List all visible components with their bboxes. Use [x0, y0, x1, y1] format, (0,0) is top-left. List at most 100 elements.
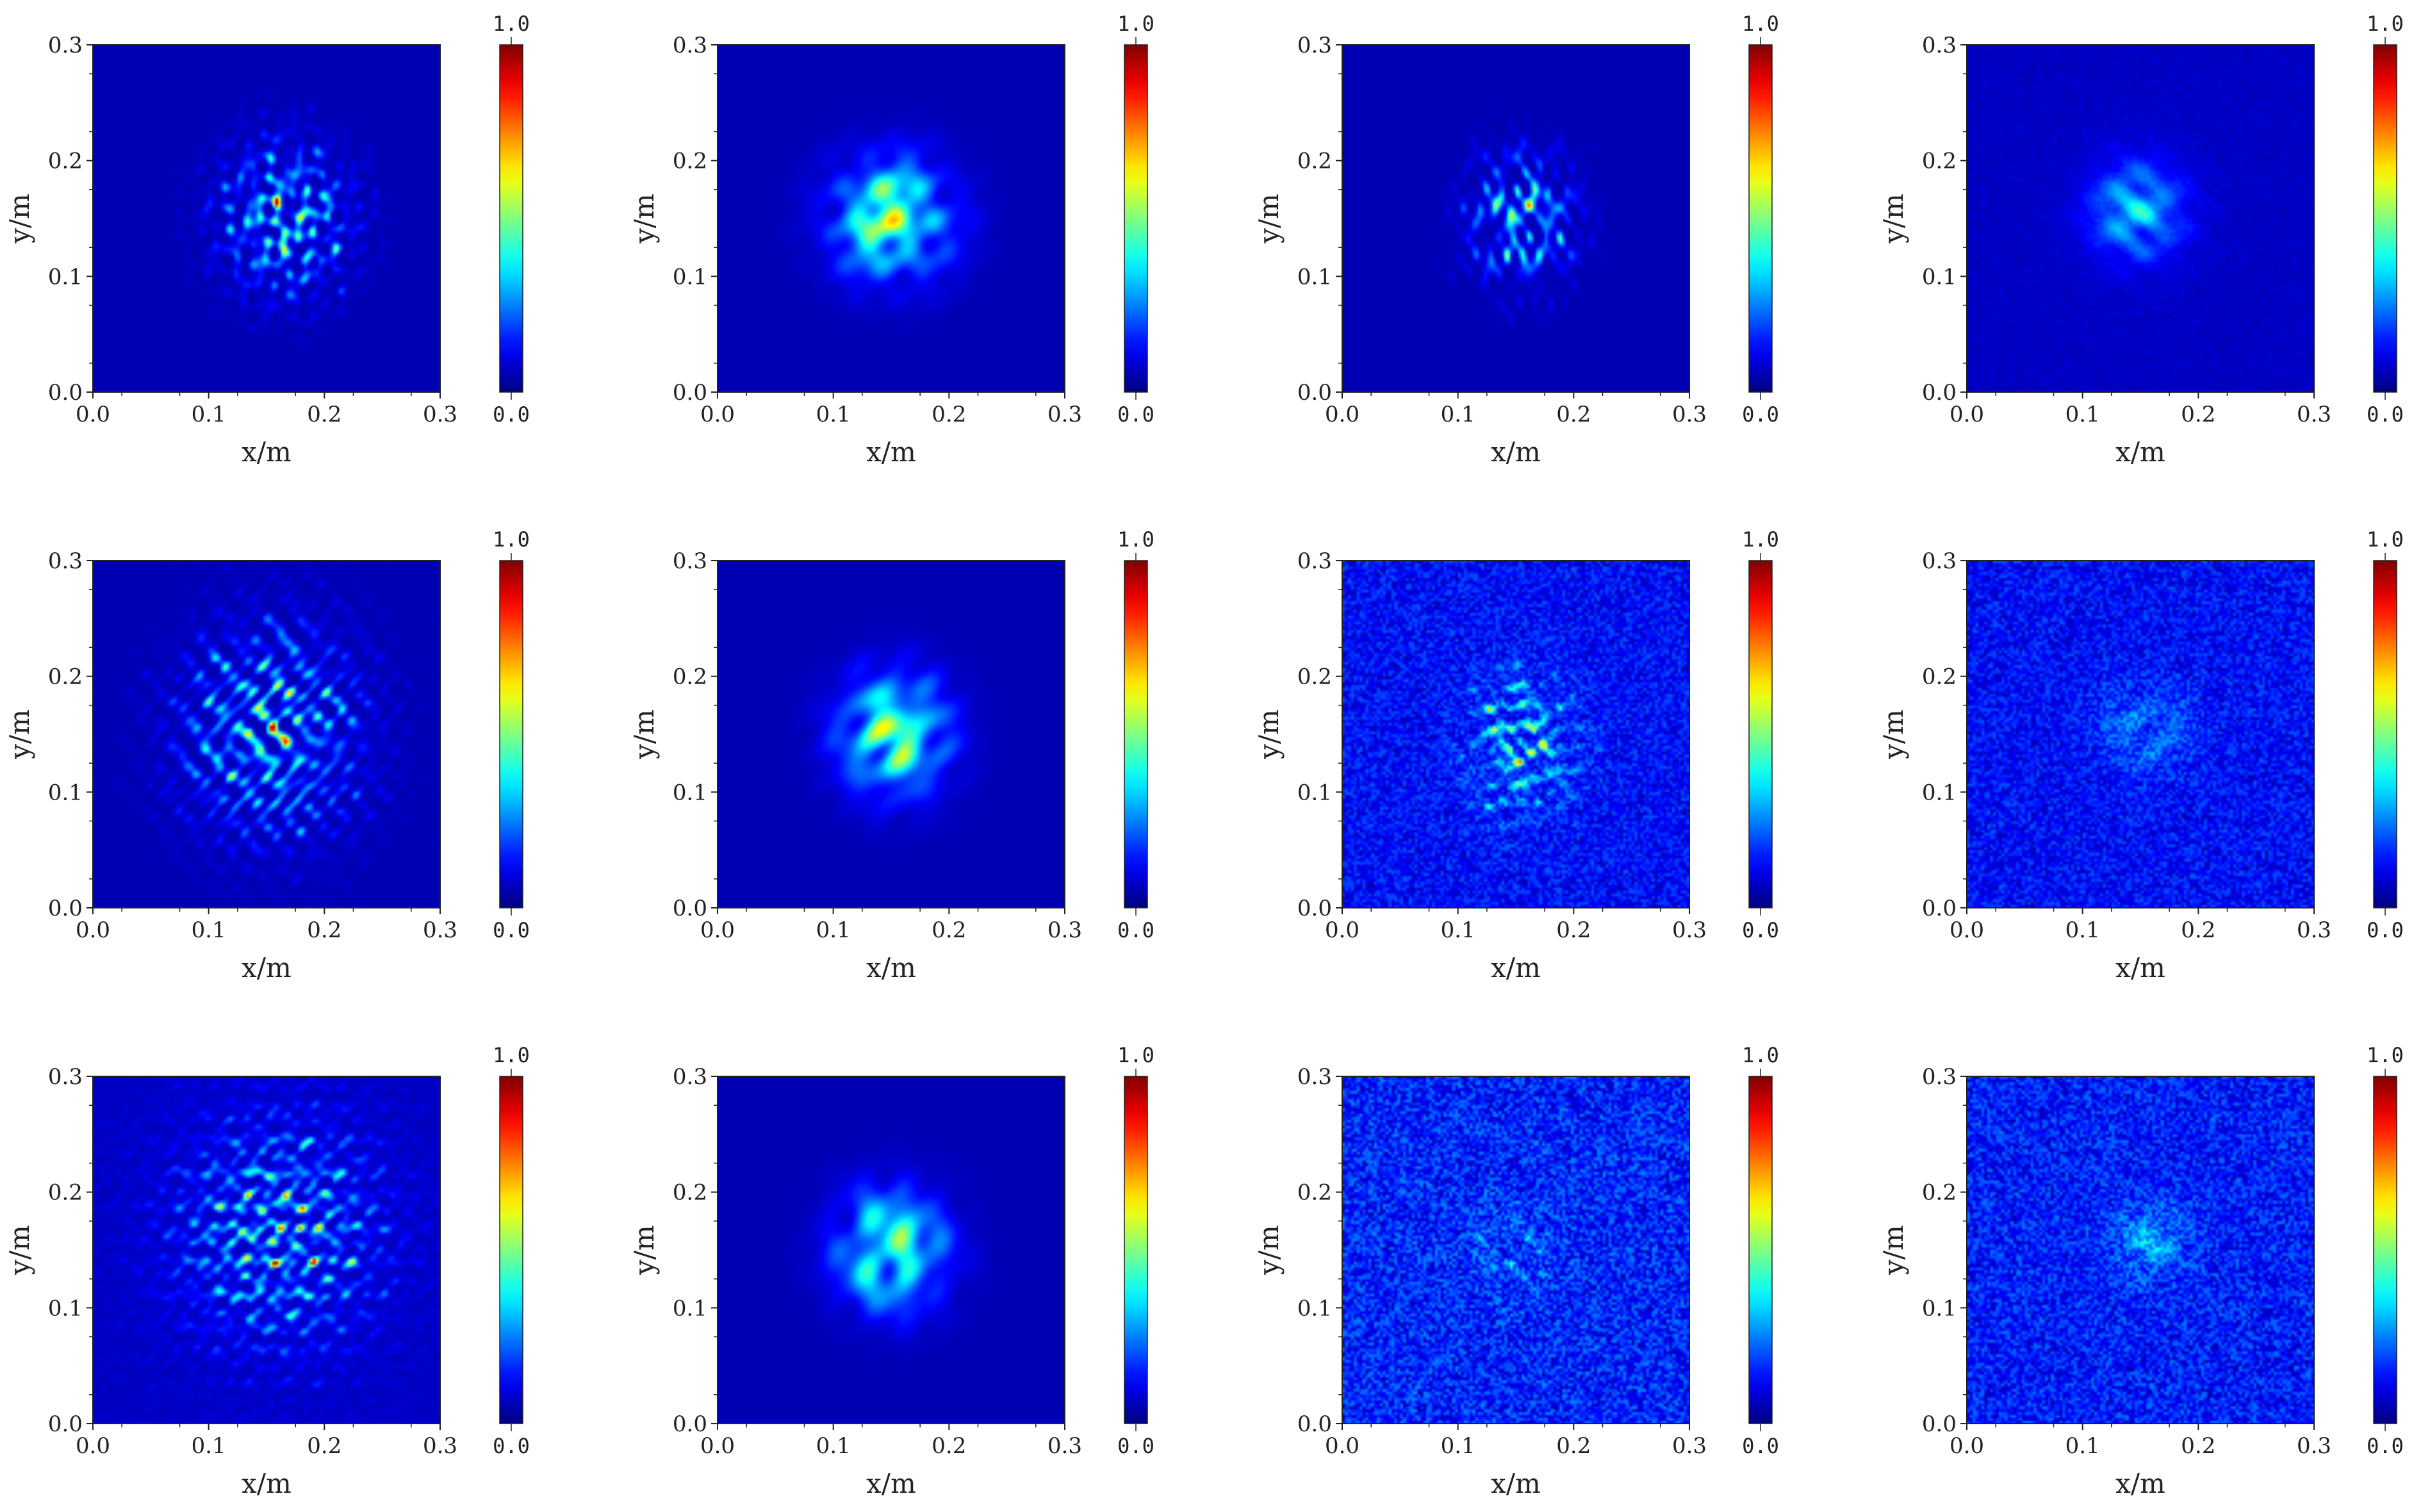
heatmap-image — [1342, 45, 1689, 392]
panel-r1c4: 0.0 0.1 0.2 0.3 0.0 0.1 0.2 0.3 x/m y/m 1.0 0.0 — [1878, 12, 2404, 468]
y-axis-label: y/m — [1253, 709, 1285, 760]
colorbar-max-label: 1.0 — [1742, 1043, 1779, 1067]
x-tick-label: 0.3 — [1672, 402, 1707, 427]
colorbar — [1748, 1076, 1773, 1424]
heatmap-image — [93, 45, 440, 392]
plot-frame — [717, 44, 1065, 393]
y-axis-label: y/m — [1878, 709, 1909, 760]
heatmap-image — [1342, 1076, 1689, 1424]
x-tick-label: 0.3 — [2297, 1433, 2331, 1459]
x-axis-label: x/m — [242, 952, 291, 983]
x-tick-label: 0.1 — [2065, 917, 2100, 943]
y-axis-label: y/m — [1253, 193, 1285, 244]
x-tick-label: 0.1 — [2065, 1433, 2100, 1459]
x-tick-label: 0.2 — [1556, 1433, 1591, 1459]
y-tick-label: 0.0 — [48, 380, 83, 406]
heatmap-image — [1342, 561, 1689, 908]
y-tick-label: 0.1 — [1297, 780, 1332, 805]
x-tick-label: 0.1 — [816, 1433, 851, 1459]
y-tick-label: 0.0 — [1297, 896, 1332, 921]
y-tick-label: 0.2 — [673, 664, 707, 690]
colorbar-min-label: 0.0 — [1117, 402, 1154, 427]
colorbar-max-label: 1.0 — [1117, 1043, 1154, 1067]
x-axis-label: x/m — [866, 952, 916, 983]
y-axis-label: y/m — [1878, 193, 1909, 244]
x-tick-label: 0.0 — [1325, 917, 1359, 943]
y-tick-label: 0.0 — [673, 380, 707, 406]
heatmap-image — [93, 561, 440, 908]
colorbar-min-label: 0.0 — [493, 918, 530, 942]
y-tick-label: 0.2 — [673, 1180, 707, 1206]
y-tick-label: 0.3 — [1297, 548, 1332, 574]
y-tick-label: 0.1 — [1922, 780, 1957, 805]
plot-frame — [1342, 44, 1690, 393]
y-tick-label: 0.3 — [1297, 1064, 1332, 1090]
x-tick-label: 0.2 — [2181, 917, 2215, 943]
y-tick-label: 0.0 — [1922, 380, 1957, 406]
x-tick-label: 0.1 — [1441, 402, 1475, 427]
heatmap-image — [718, 561, 1065, 908]
x-tick-label: 0.1 — [2065, 402, 2100, 427]
colorbar — [1124, 44, 1148, 393]
x-tick-label: 0.2 — [932, 917, 966, 943]
colorbar-max-label: 1.0 — [1742, 12, 1779, 36]
colorbar — [2373, 560, 2397, 908]
y-tick-label: 0.1 — [48, 1295, 83, 1321]
x-tick-label: 0.0 — [76, 1433, 110, 1459]
colorbar-max-label: 1.0 — [493, 527, 530, 552]
colorbar-min-label: 0.0 — [2367, 402, 2404, 427]
colorbar — [1124, 1076, 1148, 1424]
x-tick-label: 0.2 — [2181, 1433, 2215, 1459]
y-tick-label: 0.2 — [673, 149, 707, 174]
colorbar-min-label: 0.0 — [1117, 1434, 1154, 1458]
x-tick-label: 0.1 — [816, 917, 851, 943]
y-axis-label: y/m — [4, 709, 35, 760]
heatmap-image — [1967, 1076, 2314, 1424]
panel-r3c4: 0.0 0.1 0.2 0.3 0.0 0.1 0.2 0.3 x/m y/m 1.0 0.0 — [1878, 1043, 2404, 1499]
y-tick-label: 0.3 — [1922, 33, 1957, 58]
x-tick-label: 0.0 — [1325, 402, 1359, 427]
y-tick-label: 0.1 — [673, 264, 707, 290]
y-tick-label: 0.0 — [1297, 1411, 1332, 1437]
y-tick-label: 0.1 — [1297, 264, 1332, 290]
colorbar-min-label: 0.0 — [1117, 918, 1154, 942]
colorbar-max-label: 1.0 — [1742, 527, 1779, 552]
panel-r2c4: 0.0 0.1 0.2 0.3 0.0 0.1 0.2 0.3 x/m y/m 1.0 0.0 — [1878, 527, 2404, 983]
y-tick-label: 0.2 — [1297, 664, 1332, 690]
y-tick-label: 0.2 — [1922, 149, 1957, 174]
plot-frame — [1342, 560, 1690, 908]
colorbar — [2373, 1076, 2397, 1424]
x-tick-label: 0.2 — [307, 1433, 341, 1459]
y-axis-label: y/m — [628, 709, 660, 760]
colorbar-min-label: 0.0 — [1742, 918, 1779, 942]
colorbar — [1748, 560, 1773, 908]
y-axis-label: y/m — [4, 1225, 35, 1276]
heatmap-image — [93, 1076, 440, 1424]
panel-r1c1: 0.0 0.1 0.2 0.3 0.0 0.1 0.2 0.3 x/m y/m 1.0 0.0 — [4, 12, 530, 468]
y-axis-label: y/m — [1253, 1225, 1285, 1276]
y-tick-label: 0.2 — [1922, 664, 1957, 690]
x-tick-label: 0.1 — [192, 917, 226, 943]
plot-frame — [1342, 1076, 1690, 1424]
plot-frame — [1966, 1076, 2315, 1424]
y-tick-label: 0.2 — [1922, 1180, 1957, 1206]
y-tick-label: 0.0 — [1922, 896, 1957, 921]
plot-frame — [1966, 44, 2315, 393]
colorbar-min-label: 0.0 — [1742, 402, 1779, 427]
colorbar-max-label: 1.0 — [2367, 527, 2404, 552]
panel-r3c1: 0.0 0.1 0.2 0.3 0.0 0.1 0.2 0.3 x/m y/m 1.0 0.0 — [4, 1043, 530, 1499]
x-tick-label: 0.2 — [307, 917, 341, 943]
y-tick-label: 0.3 — [673, 548, 707, 574]
y-tick-label: 0.1 — [673, 1295, 707, 1321]
plot-frame — [717, 560, 1065, 908]
heatmap-image — [718, 1076, 1065, 1424]
plot-frame — [717, 1076, 1065, 1424]
x-axis-label: x/m — [1491, 436, 1541, 468]
panel-r3c3: 0.0 0.1 0.2 0.3 0.0 0.1 0.2 0.3 x/m y/m 1.0 0.0 — [1253, 1043, 1779, 1499]
colorbar-max-label: 1.0 — [2367, 1043, 2404, 1067]
y-tick-label: 0.1 — [48, 780, 83, 805]
x-tick-label: 0.0 — [700, 917, 735, 943]
plot-frame — [1966, 560, 2315, 908]
